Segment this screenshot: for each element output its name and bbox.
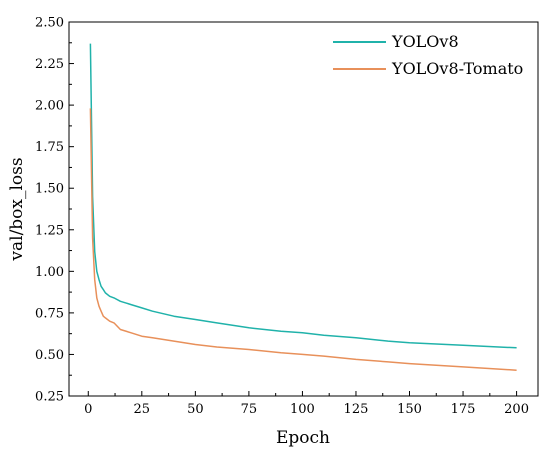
x-tick-label: 25 <box>134 402 151 417</box>
x-axis-ticks: 0 25 50 75 100 125 150 175 200 <box>84 391 529 417</box>
series-lines <box>89 43 517 371</box>
y-tick-label: 1.25 <box>35 223 64 238</box>
y-tick-label: 1.50 <box>35 182 64 197</box>
legend-label-1: YOLOv8-Tomato <box>391 59 523 78</box>
series-line-0 <box>89 43 517 349</box>
x-tick-label: 100 <box>290 402 315 417</box>
series-line-1 <box>89 108 517 371</box>
x-tick-label: 175 <box>451 402 476 417</box>
y-tick-label: 0.25 <box>35 390 64 405</box>
y-tick-label: 0.50 <box>35 348 64 363</box>
x-tick-label: 125 <box>344 402 369 417</box>
x-tick-label: 50 <box>187 402 204 417</box>
plot-frame <box>68 21 539 397</box>
x-tick-label: 75 <box>241 402 258 417</box>
y-tick-label: 0.75 <box>35 306 64 321</box>
legend-label-0: YOLOv8 <box>391 32 459 51</box>
y-tick-label: 1.00 <box>35 265 64 280</box>
x-tick-label: 150 <box>397 402 422 417</box>
x-tick-label: 200 <box>504 402 529 417</box>
y-tick-label: 1.75 <box>35 140 64 155</box>
legend: YOLOv8 YOLOv8-Tomato <box>333 32 523 78</box>
y-tick-label: 2.50 <box>35 16 64 31</box>
x-tick-label: 0 <box>84 402 92 417</box>
y-tick-label: 2.25 <box>35 57 64 72</box>
y-axis-title: val/box_loss <box>7 157 27 261</box>
y-tick-label: 2.00 <box>35 99 64 114</box>
y-axis-ticks: 0.25 0.50 0.75 1.00 1.25 1.50 1.75 2.00 2.25 2.50 <box>35 16 74 405</box>
x-axis-title: Epoch <box>276 428 330 448</box>
